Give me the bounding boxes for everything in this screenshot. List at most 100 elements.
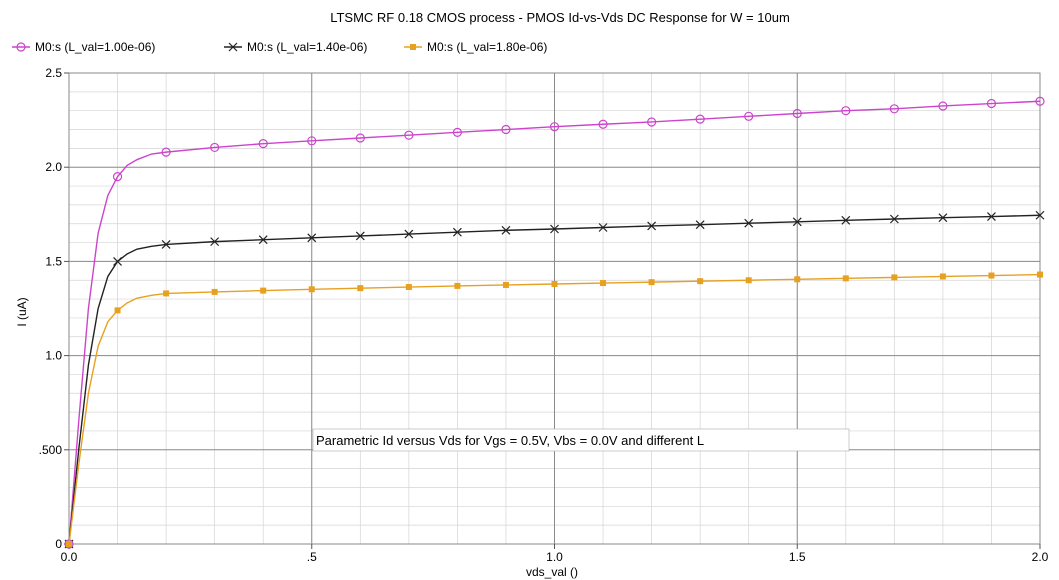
point-marker — [792, 108, 802, 119]
y-tick-label: 1.0 — [45, 349, 62, 363]
series-line — [68, 214, 1041, 545]
point-marker — [307, 233, 317, 243]
series-3 — [66, 271, 1043, 547]
y-axis-ticks: 0 .500 1.0 1.5 2.0 2.5 — [39, 66, 69, 551]
point-marker — [16, 42, 26, 52]
x-axis-ticks: 0.0 .5 1.0 1.5 2.0 — [61, 544, 1049, 564]
point-marker — [842, 275, 849, 282]
point-marker — [211, 288, 218, 295]
marker-stroke — [550, 224, 559, 234]
point-marker — [260, 287, 267, 294]
series-line — [68, 100, 1041, 545]
point-marker — [697, 278, 704, 285]
y-tick-label: 1.5 — [45, 254, 62, 268]
point-marker — [355, 231, 365, 241]
marker-stroke — [598, 223, 608, 232]
x-axis-label: vds_val () — [526, 565, 578, 579]
point-marker — [161, 147, 171, 157]
x-tick-label: 2.0 — [1032, 550, 1049, 564]
point-marker — [404, 130, 414, 140]
point-marker — [228, 42, 238, 52]
legend-label: M0:s (L_val=1.80e-06) — [427, 40, 547, 54]
point-marker — [598, 223, 608, 232]
marker-stroke — [792, 217, 802, 227]
point-marker — [501, 124, 511, 135]
point-marker — [889, 104, 899, 114]
point-marker — [258, 235, 268, 245]
point-marker — [549, 122, 560, 132]
point-marker — [891, 274, 898, 281]
y-tick-label: .500 — [39, 443, 63, 457]
point-marker — [163, 290, 170, 297]
point-marker — [357, 285, 364, 292]
point-marker — [938, 213, 948, 223]
marker-stroke — [307, 233, 317, 243]
point-marker — [648, 279, 655, 286]
point-marker — [1035, 96, 1045, 106]
point-marker — [939, 273, 946, 280]
marker-stroke — [938, 213, 948, 223]
point-marker — [355, 133, 365, 143]
marker-stroke — [987, 212, 996, 221]
point-marker — [695, 220, 705, 230]
legend-item-1: M0:s (L_val=1.00e-06) — [12, 40, 155, 54]
y-tick-label: 2.5 — [45, 66, 62, 80]
marker-stroke — [113, 256, 122, 266]
point-marker — [410, 44, 416, 50]
point-marker — [794, 276, 801, 283]
point-marker — [308, 286, 315, 293]
point-marker — [987, 212, 996, 221]
point-marker — [404, 229, 414, 239]
marker-stroke — [744, 218, 754, 228]
point-marker — [1035, 210, 1045, 220]
x-tick-label: 1.5 — [789, 550, 806, 564]
point-marker — [600, 280, 607, 287]
marker-stroke — [404, 229, 414, 239]
series-2 — [64, 210, 1045, 549]
y-tick-label: 2.0 — [45, 160, 62, 174]
legend-item-3: M0:s (L_val=1.80e-06) — [404, 40, 547, 54]
point-marker — [114, 307, 121, 314]
x-tick-label: .5 — [307, 550, 317, 564]
point-marker — [745, 277, 752, 284]
point-marker — [210, 142, 220, 153]
point-marker — [502, 281, 509, 288]
point-marker — [307, 136, 317, 146]
point-marker — [695, 114, 705, 124]
point-marker — [66, 541, 72, 547]
point-marker — [938, 101, 948, 111]
annotation-text: Parametric Id versus Vds for Vgs = 0.5V,… — [316, 433, 704, 448]
point-marker — [598, 119, 608, 129]
marker-stroke — [841, 215, 851, 225]
point-marker — [646, 117, 657, 127]
point-marker — [889, 214, 899, 224]
marker-stroke — [355, 231, 365, 241]
point-marker — [161, 240, 171, 249]
marker-stroke — [258, 235, 268, 245]
x-tick-label: 0.0 — [61, 550, 78, 564]
point-marker — [792, 217, 802, 227]
point-marker — [113, 256, 122, 266]
chart-title: LTSMC RF 0.18 CMOS process - PMOS Id-vs-… — [330, 10, 790, 25]
x-tick-label: 1.0 — [546, 550, 563, 564]
marker-stroke — [647, 221, 657, 231]
marker-stroke — [210, 237, 220, 247]
marker-stroke — [161, 240, 171, 249]
annotation-box: Parametric Id versus Vds for Vgs = 0.5V,… — [312, 428, 850, 452]
point-marker — [454, 282, 461, 289]
legend: M0:s (L_val=1.00e-06) M0:s (L_val=1.40e-0… — [12, 40, 547, 54]
marker-stroke — [889, 214, 899, 224]
point-marker — [988, 272, 995, 279]
series-line — [68, 273, 1041, 545]
y-tick-label: 0 — [55, 537, 62, 551]
point-marker — [841, 106, 851, 116]
marker-stroke — [228, 42, 238, 52]
point-marker — [744, 111, 754, 121]
point-marker — [550, 224, 559, 234]
point-marker — [452, 127, 462, 137]
legend-label: M0:s (L_val=1.40e-06) — [247, 40, 367, 54]
point-marker — [452, 227, 462, 237]
point-marker — [647, 221, 657, 231]
series-1 — [64, 96, 1045, 549]
